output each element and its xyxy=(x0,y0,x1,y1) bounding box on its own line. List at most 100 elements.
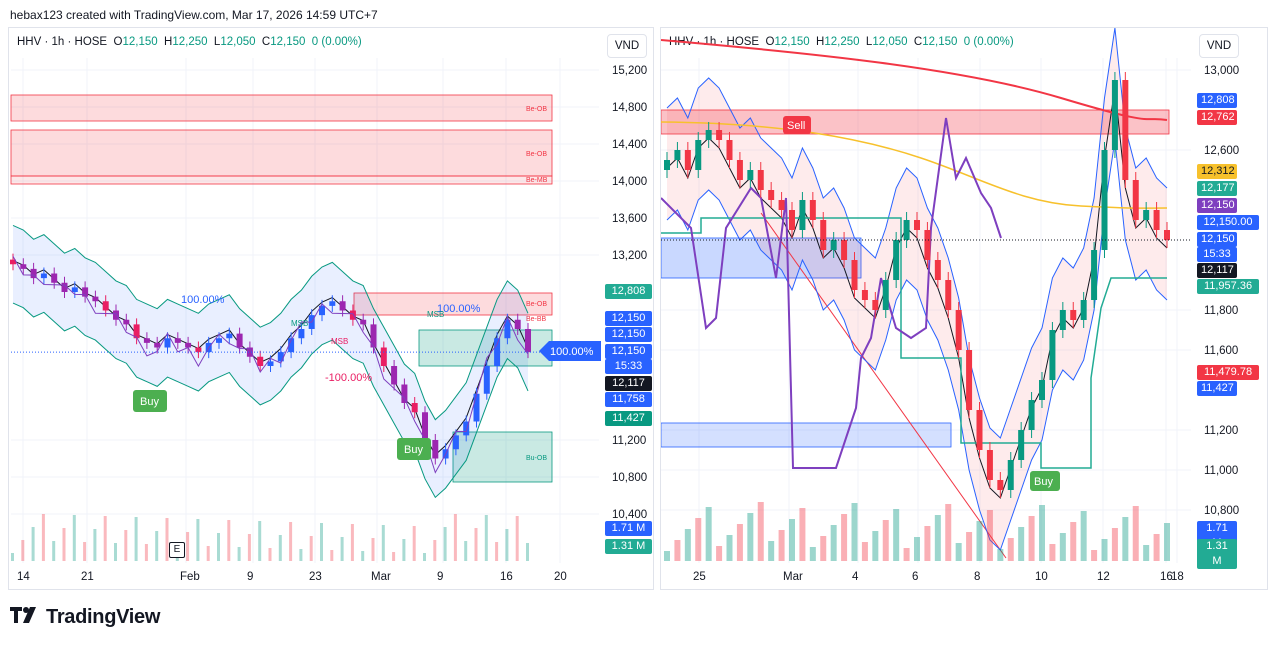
oscillator-line xyxy=(12,256,529,474)
volume-bar xyxy=(872,531,879,561)
tradingview-logo-icon xyxy=(10,606,40,629)
price-axis-tag: 12,150 xyxy=(1197,232,1237,247)
tradingview-branding: TradingView xyxy=(10,606,160,629)
volume-bar xyxy=(278,535,282,561)
left-chart-canvas[interactable]: 15,200 14,800 14,400 14,000 13,600 13,200 11,2… xyxy=(9,28,653,589)
right-chart-canvas[interactable]: 13,000 12,600 11,800 11,600 11,200 11,000 10,8… xyxy=(661,28,1267,589)
currency-label[interactable]: VND xyxy=(1199,34,1239,58)
volume-bar xyxy=(986,510,993,561)
volume-bar xyxy=(72,515,76,561)
price-tick: 11,800 xyxy=(1204,305,1238,317)
volume-bar xyxy=(217,533,220,561)
percent-label: 100.00% xyxy=(181,294,225,306)
price-tick: 13,200 xyxy=(612,250,647,262)
right-ohlc-legend: HHV · 1h · HOSE O12,150 H12,250 L12,050 … xyxy=(669,36,1014,48)
close-value: 12,150 xyxy=(922,36,958,48)
volume-bar xyxy=(21,540,25,561)
volume-bar xyxy=(716,546,723,561)
bollinger-upper-line xyxy=(12,224,529,421)
volume-bar xyxy=(830,525,837,561)
zone-label: Be-OB xyxy=(526,106,547,113)
volume-bar xyxy=(289,522,293,561)
symbol-label: HHV · 1h · HOSE xyxy=(669,36,760,48)
currency-label[interactable]: VND xyxy=(607,34,647,58)
candle xyxy=(934,260,941,280)
candle xyxy=(411,403,418,413)
candle xyxy=(30,268,37,279)
msb-label: MSB xyxy=(291,319,308,328)
candle xyxy=(61,282,68,292)
candle xyxy=(778,200,785,210)
candle xyxy=(40,273,47,279)
date-tick: 21 xyxy=(81,571,94,583)
candle xyxy=(1007,460,1014,490)
candle xyxy=(1018,430,1025,460)
price-tick: 12,600 xyxy=(1204,145,1239,157)
candle xyxy=(143,338,150,343)
volume-bar xyxy=(515,516,519,561)
price-tick: 15,200 xyxy=(612,65,647,77)
volume-bar xyxy=(268,548,272,561)
close-label: C xyxy=(261,36,271,48)
candle xyxy=(736,160,743,180)
volume-bar xyxy=(799,508,806,561)
candle xyxy=(1111,80,1118,150)
volume-bar xyxy=(320,523,323,561)
volume-bar xyxy=(1132,506,1139,561)
volume-bar xyxy=(392,552,396,561)
volume-bar xyxy=(423,553,426,561)
price-tick: 13,600 xyxy=(612,213,647,225)
close-value: 12,150 xyxy=(270,36,306,48)
candle xyxy=(380,347,387,366)
price-axis-tag: 12,150.00 xyxy=(1197,215,1259,230)
candle xyxy=(924,230,931,260)
change-value: 0 (0.00%) xyxy=(311,36,362,48)
candle xyxy=(976,410,983,450)
bollinger-upper-line xyxy=(666,28,1168,439)
left-chart-panel[interactable]: HHV · 1h · HOSE O12,150 H12,250 L12,050 … xyxy=(8,27,654,590)
candle xyxy=(861,290,868,300)
price-axis-tag: 11,427 xyxy=(1197,381,1237,396)
volume-bar xyxy=(495,542,499,561)
volume-bar xyxy=(1059,533,1066,561)
volume-bar xyxy=(851,503,858,561)
candle xyxy=(133,324,140,339)
price-axis-tag: 11,427 xyxy=(605,411,652,426)
candle xyxy=(841,240,848,260)
header-credit: hebax123 created with TradingView.com, M… xyxy=(10,8,378,22)
price-axis-tag: 12,150 xyxy=(605,327,652,342)
price-axis-tag: 12,808 xyxy=(605,284,652,299)
candle xyxy=(123,319,130,325)
volume-bar xyxy=(186,532,190,561)
volume-bar xyxy=(705,507,712,561)
buy-signal-label: Buy xyxy=(1034,476,1053,488)
price-tick: 10,800 xyxy=(612,472,647,484)
volume-bar xyxy=(247,534,251,561)
volume-bar xyxy=(861,542,868,561)
earnings-marker[interactable]: E xyxy=(169,542,185,558)
candle xyxy=(422,412,428,440)
price-tick: 14,800 xyxy=(612,102,647,114)
volume-bar xyxy=(1122,517,1129,561)
candle xyxy=(674,150,681,160)
volume-bar xyxy=(1080,511,1087,561)
price-tick: 10,800 xyxy=(1204,505,1239,517)
candle xyxy=(705,130,712,140)
volume-bar xyxy=(966,532,973,561)
bollinger-lower-line xyxy=(666,139,1168,551)
volume-bar xyxy=(1091,550,1098,561)
price-axis-tag: 1.31 M xyxy=(1197,539,1237,569)
date-tick: Mar xyxy=(783,571,803,583)
volume-bar xyxy=(62,528,66,561)
volume-bar xyxy=(381,525,385,561)
price-tick: 13,000 xyxy=(1204,65,1239,77)
candle xyxy=(277,352,284,362)
ma-long-line xyxy=(661,39,1168,121)
right-chart-panel[interactable]: HHV · 1h · HOSE O12,150 H12,250 L12,050 … xyxy=(660,27,1268,590)
volume-bar xyxy=(258,521,262,561)
candle xyxy=(391,366,398,385)
zone-label: Be-OB xyxy=(526,301,547,308)
date-tick: Feb xyxy=(180,571,200,583)
price-axis-tag: 12,150 xyxy=(605,311,652,326)
bollinger-lower-line xyxy=(12,302,529,499)
